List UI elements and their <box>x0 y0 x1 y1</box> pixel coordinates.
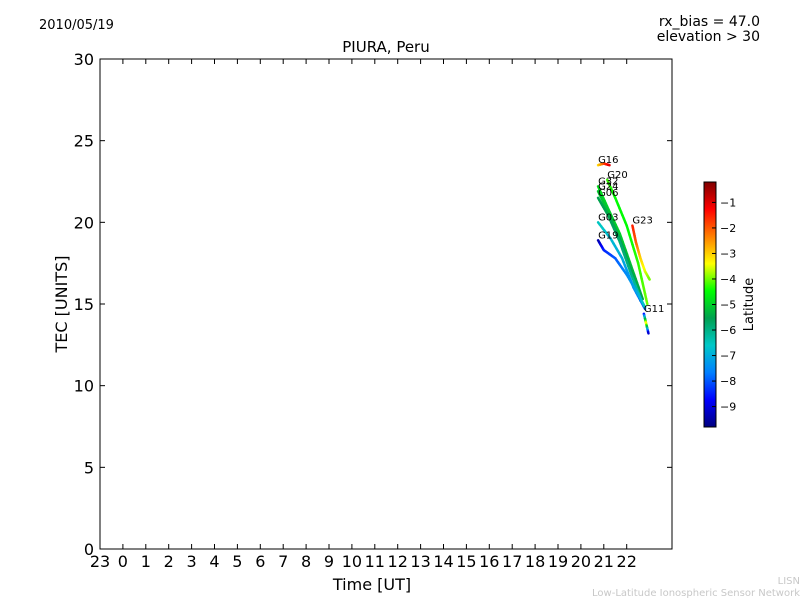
y-tick-label: 10 <box>74 377 94 396</box>
x-tick-label: 4 <box>209 552 219 571</box>
elevation-label: elevation > 30 <box>656 29 760 45</box>
y-axis-label: TEC [UNITS] <box>52 256 71 354</box>
colorbar-tick-label: −4 <box>720 273 736 286</box>
track-g20 <box>644 297 649 306</box>
plot-frame <box>99 58 673 550</box>
x-tick-label: 23 <box>90 552 110 571</box>
colorbar-tick-label: −5 <box>720 299 736 312</box>
series-label-g16: G16 <box>598 155 618 166</box>
colorbar-tick-label: −3 <box>720 247 736 260</box>
rx-bias-label: rx_bias = 47.0 <box>658 14 760 30</box>
y-tick-label: 5 <box>84 458 94 477</box>
colorbar-tick-label: −1 <box>720 196 736 209</box>
y-tick-label: 25 <box>74 132 94 151</box>
series-label-g20: G20 <box>607 170 627 181</box>
colorbar-tick-label: −8 <box>720 375 736 388</box>
credit-network: Low-Latitude Ionospheric Sensor Network <box>592 588 800 599</box>
series-label-g03: G03 <box>598 212 618 223</box>
colorbar-tick-label: −6 <box>720 324 736 337</box>
y-tick-label: 15 <box>74 295 94 314</box>
series-label-g32: G32 <box>598 176 618 187</box>
x-tick-label: 11 <box>365 552 385 571</box>
colorbar-label: Latitude <box>742 278 757 332</box>
track-g19 <box>642 304 647 309</box>
x-tick-label: 17 <box>502 552 522 571</box>
x-tick-label: 9 <box>324 552 334 571</box>
series-label-g19: G19 <box>598 230 618 241</box>
x-tick-label: 20 <box>571 552 591 571</box>
x-tick-label: 16 <box>479 552 499 571</box>
x-tick-label: 1 <box>141 552 151 571</box>
credit-lisn: LISN <box>777 576 800 587</box>
y-tick-label: 0 <box>84 540 94 559</box>
x-tick-label: 3 <box>187 552 197 571</box>
x-tick-label: 18 <box>525 552 545 571</box>
series-label-g23: G23 <box>632 216 652 227</box>
y-tick-label: 30 <box>74 50 94 69</box>
series-label-g24: G24 <box>598 181 618 192</box>
x-tick-label: 7 <box>278 552 288 571</box>
series-label-g06: G06 <box>598 188 618 199</box>
x-tick-label: 19 <box>548 552 568 571</box>
x-axis-label: Time [UT] <box>332 575 411 594</box>
x-tick-label: 8 <box>301 552 311 571</box>
y-tick-label: 20 <box>74 213 94 232</box>
x-tick-label: 0 <box>118 552 128 571</box>
x-tick-label: 5 <box>232 552 242 571</box>
x-tick-label: 6 <box>255 552 265 571</box>
x-tick-label: 2 <box>164 552 174 571</box>
x-tick-label: 10 <box>342 552 362 571</box>
x-tick-label: 15 <box>456 552 476 571</box>
x-tick-label: 13 <box>410 552 430 571</box>
track-g32 <box>640 293 644 301</box>
x-tick-label: 12 <box>388 552 408 571</box>
series-label-g11: G11 <box>644 304 664 315</box>
x-tick-label: 21 <box>594 552 614 571</box>
track-g23 <box>647 277 651 281</box>
colorbar-tick-label: −9 <box>720 401 736 414</box>
chart-title: PIURA, Peru <box>342 38 430 56</box>
colorbar-tick-label: −2 <box>720 222 736 235</box>
date-label: 2010/05/19 <box>39 18 114 33</box>
x-tick-label: 14 <box>433 552 453 571</box>
colorbar-tick-label: −7 <box>720 350 736 363</box>
x-tick-label: 22 <box>617 552 637 571</box>
